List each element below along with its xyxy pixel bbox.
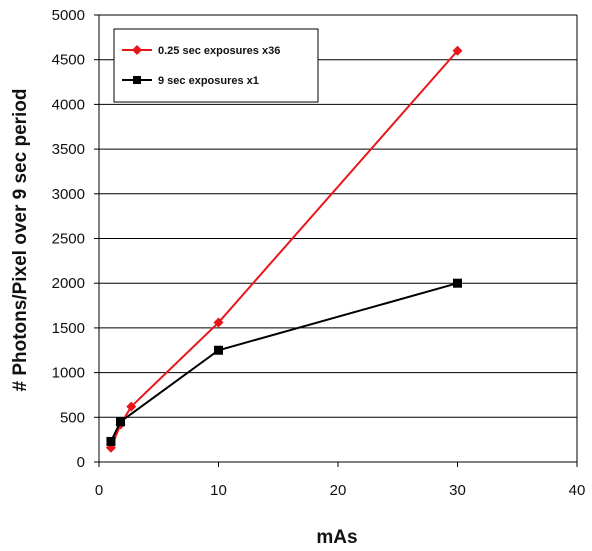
series-line	[110, 282, 458, 442]
y-tick-label: 0	[77, 454, 85, 471]
y-tick-label: 1500	[52, 320, 85, 337]
y-tick-label: 2000	[52, 275, 85, 292]
x-axis-ticks: 0 10 20 30 40	[95, 462, 586, 499]
y-tick-label: 5000	[52, 7, 85, 24]
y-tick-label: 4500	[52, 52, 85, 69]
series-1	[106, 278, 462, 446]
y-axis-ticks: 0 500 1000 1500 2000 2500 3000 3500 4000 4500 5000	[52, 7, 99, 471]
legend-label-1: 9 sec exposures x1	[158, 75, 259, 87]
gridlines	[99, 14, 577, 418]
legend: 0.25 sec exposures x36 9 sec exposures x…	[113, 28, 319, 103]
data-point-square	[106, 436, 116, 446]
y-tick-label: 2500	[52, 231, 85, 248]
data-point-diamond	[452, 45, 463, 56]
y-axis-title: # Photons/Pixel over 9 sec period	[10, 88, 31, 391]
data-point-square	[453, 278, 462, 288]
legend-box	[113, 28, 319, 103]
legend-label-0: 0.25 sec exposures x36	[158, 45, 280, 57]
x-tick-label: 10	[210, 482, 227, 499]
x-tick-label: 20	[330, 482, 347, 499]
data-point-square	[214, 345, 223, 355]
series-layer	[105, 45, 463, 453]
series-0	[105, 45, 463, 453]
series-line	[110, 50, 459, 449]
x-tick-label: 40	[569, 482, 586, 499]
y-tick-label: 500	[60, 409, 85, 426]
data-point-diamond	[126, 401, 137, 412]
data-point-square	[116, 417, 126, 427]
y-tick-label: 3500	[52, 141, 85, 158]
y-tick-label: 1000	[52, 365, 85, 382]
x-tick-label: 0	[95, 482, 103, 499]
y-tick-label: 3000	[52, 186, 85, 203]
legend-marker-diamond	[132, 45, 142, 55]
legend-marker-square	[133, 76, 141, 84]
x-tick-label: 30	[449, 482, 466, 499]
data-point-diamond	[213, 317, 224, 328]
x-axis-title: mAs	[316, 527, 357, 548]
y-tick-label: 4000	[52, 96, 85, 113]
